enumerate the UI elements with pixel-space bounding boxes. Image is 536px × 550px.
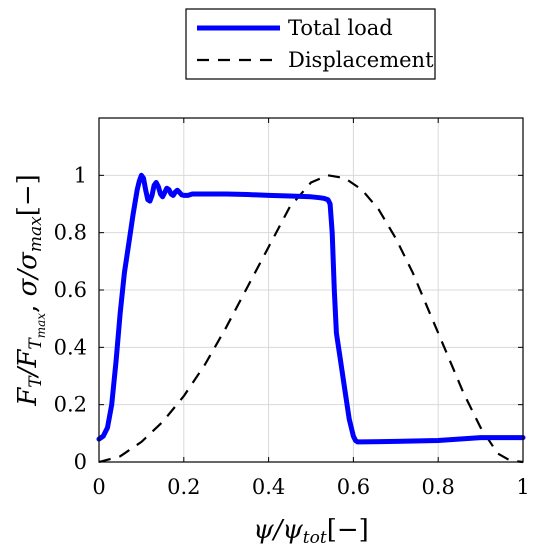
ticks: 0 0.2 0.4 0.6 0.8 1 0 0.2 0.4 0.6 0.8 1 [54,118,530,499]
x-tick-label: 0.4 [252,475,285,499]
x-axis-label: ψ/ψtot[−] [253,515,369,548]
series-group [96,172,526,464]
x-tick-label: 0 [92,475,105,499]
y-tick-label: 0.8 [54,221,87,245]
y-tick-label: 0.4 [54,335,87,359]
x-tick-label: 0.2 [167,475,200,499]
y-tick-label: 1 [74,163,87,187]
plot-area: 0 0.2 0.4 0.6 0.8 1 0 0.2 0.4 0.6 0.8 1 [54,117,530,499]
legend: Total load Displacement [185,8,436,80]
y-tick-label: 0.6 [54,278,87,302]
legend-label-displacement: Displacement [288,48,434,72]
legend-label-total-load: Total load [288,16,393,40]
series-line-displacement [98,174,524,464]
x-tick-label: 0.8 [421,475,454,499]
grid [98,118,524,463]
series-line-total-load [96,172,526,445]
y-tick-label: 0 [74,450,87,474]
x-tick-label: 0.6 [337,475,370,499]
legend-box [185,8,436,80]
y-tick-label: 0.2 [54,393,87,417]
y-axis-label: FT/FTmax, σ/σmax[−] [13,174,48,407]
x-tick-label: 1 [516,475,529,499]
